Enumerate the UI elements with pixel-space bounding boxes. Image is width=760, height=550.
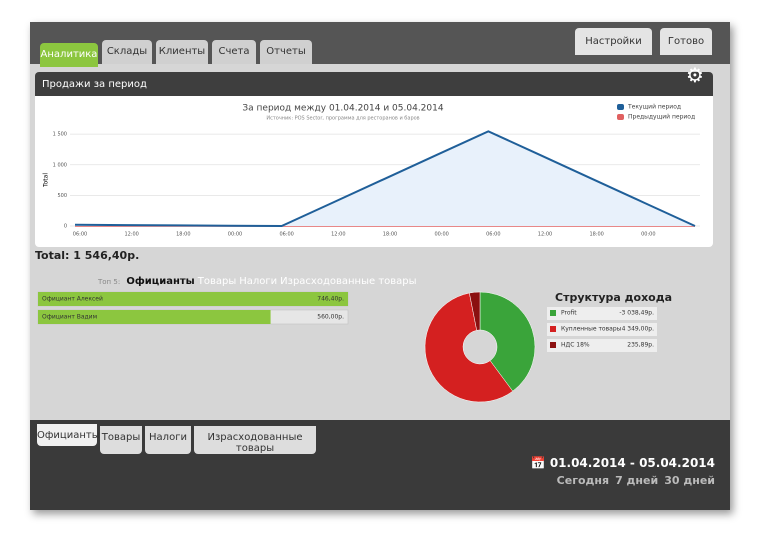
panel-title: Продажи за период — [42, 79, 147, 90]
y-tick-label: 500 — [57, 193, 67, 199]
y-axis-label: Total — [43, 173, 50, 188]
bottom-tab[interactable]: Официанты — [37, 424, 100, 446]
legend-box — [547, 323, 657, 336]
legend-swatch — [617, 114, 624, 120]
legend-swatch — [550, 310, 556, 316]
x-tick-label: 18:00 — [176, 232, 190, 238]
bar-value-label: 560,00р. — [317, 314, 344, 321]
top-tab[interactable]: Отчеты — [260, 40, 312, 64]
donut-slice — [424, 292, 514, 403]
x-tick-label: 00:00 — [434, 232, 448, 238]
total: Total: 1 546,40р. — [35, 249, 140, 262]
legend-label: Profit — [561, 310, 577, 317]
x-tick-label: 06:00 — [73, 232, 87, 238]
settings-gear[interactable]: ⚙ — [686, 63, 704, 87]
top-label: Топ 5: — [98, 278, 121, 286]
legend-label: Предыдущий период — [628, 114, 695, 121]
y-tick-label: 0 — [64, 224, 67, 230]
top-tab[interactable]: Клиенты — [156, 40, 208, 64]
bar-label: Официант Алексей — [42, 296, 103, 303]
legend-swatch — [550, 342, 556, 348]
legend-swatch — [550, 326, 556, 332]
quick-range[interactable]: 30 дней — [664, 474, 715, 487]
legend-swatch — [617, 104, 624, 110]
header-button[interactable]: Настройки — [575, 28, 652, 55]
y-tick-label: 1 000 — [53, 162, 67, 168]
x-tick-label: 18:00 — [589, 232, 603, 238]
bar-value-label: 746,40р. — [317, 296, 344, 303]
quick-range[interactable]: Сегодня — [556, 474, 610, 487]
chart-subtitle: Источник: POS Sector, программа для рест… — [266, 116, 419, 122]
top-tab[interactable]: Аналитика — [40, 43, 98, 67]
legend-label: Текущий период — [627, 104, 681, 111]
date-range[interactable]: 📅 01.04.2014 - 05.04.2014 — [530, 456, 715, 470]
x-tick-label: 06:00 — [279, 232, 293, 238]
quick-range[interactable]: 7 дней — [615, 474, 659, 487]
x-tick-label: 12:00 — [538, 232, 552, 238]
panel-header — [35, 72, 713, 96]
quick-ranges: Сегодня 7 дней 30 дней — [551, 474, 715, 487]
bar-label: Официант Вадим — [42, 314, 97, 321]
legend-box — [547, 339, 657, 352]
top-tab[interactable]: Израсходованные товары — [280, 276, 417, 287]
chart-title: За период между 01.04.2014 и 05.04.2014 — [242, 104, 443, 114]
legend-label: НДС 18% — [561, 342, 590, 349]
legend-value: 4 349,00р. — [622, 326, 655, 333]
x-tick-label: 12:00 — [124, 232, 138, 238]
x-tick-label: 06:00 — [486, 232, 500, 238]
bottom-tab[interactable]: Налоги — [145, 426, 191, 454]
x-tick-label: 00:00 — [641, 232, 655, 238]
legend-value: -3 038,49р. — [619, 310, 654, 317]
top-tab[interactable]: Склады — [102, 40, 152, 64]
donut-slice — [479, 291, 536, 392]
bottom-tab[interactable]: Израсходованные товары — [194, 426, 316, 454]
legend-value: 235,89р. — [627, 342, 654, 349]
top-tab[interactable]: Официанты — [126, 276, 195, 287]
donut-title: Структура дохода — [555, 291, 672, 304]
series-line — [74, 130, 696, 228]
donut-slice — [469, 291, 481, 331]
top-tab[interactable]: Налоги — [239, 276, 278, 287]
bar — [38, 310, 271, 324]
legend-label: Купленные товары — [561, 326, 622, 333]
header-button[interactable]: Готово — [660, 28, 712, 55]
top-tab[interactable]: Товары — [197, 276, 237, 287]
bottom-tab[interactable]: Товары — [100, 426, 142, 454]
bar — [38, 292, 348, 306]
x-tick-label: 00:00 — [228, 232, 242, 238]
x-tick-label: 12:00 — [331, 232, 345, 238]
date-range-text: 01.04.2014 - 05.04.2014 — [549, 456, 715, 470]
x-tick-label: 18:00 — [383, 232, 397, 238]
y-tick-label: 1 500 — [53, 132, 67, 138]
top-line: Топ 5: Официанты Товары Налоги Израсходован… — [98, 276, 417, 287]
top-tab[interactable]: Счета — [212, 40, 256, 64]
legend-box — [547, 307, 657, 320]
